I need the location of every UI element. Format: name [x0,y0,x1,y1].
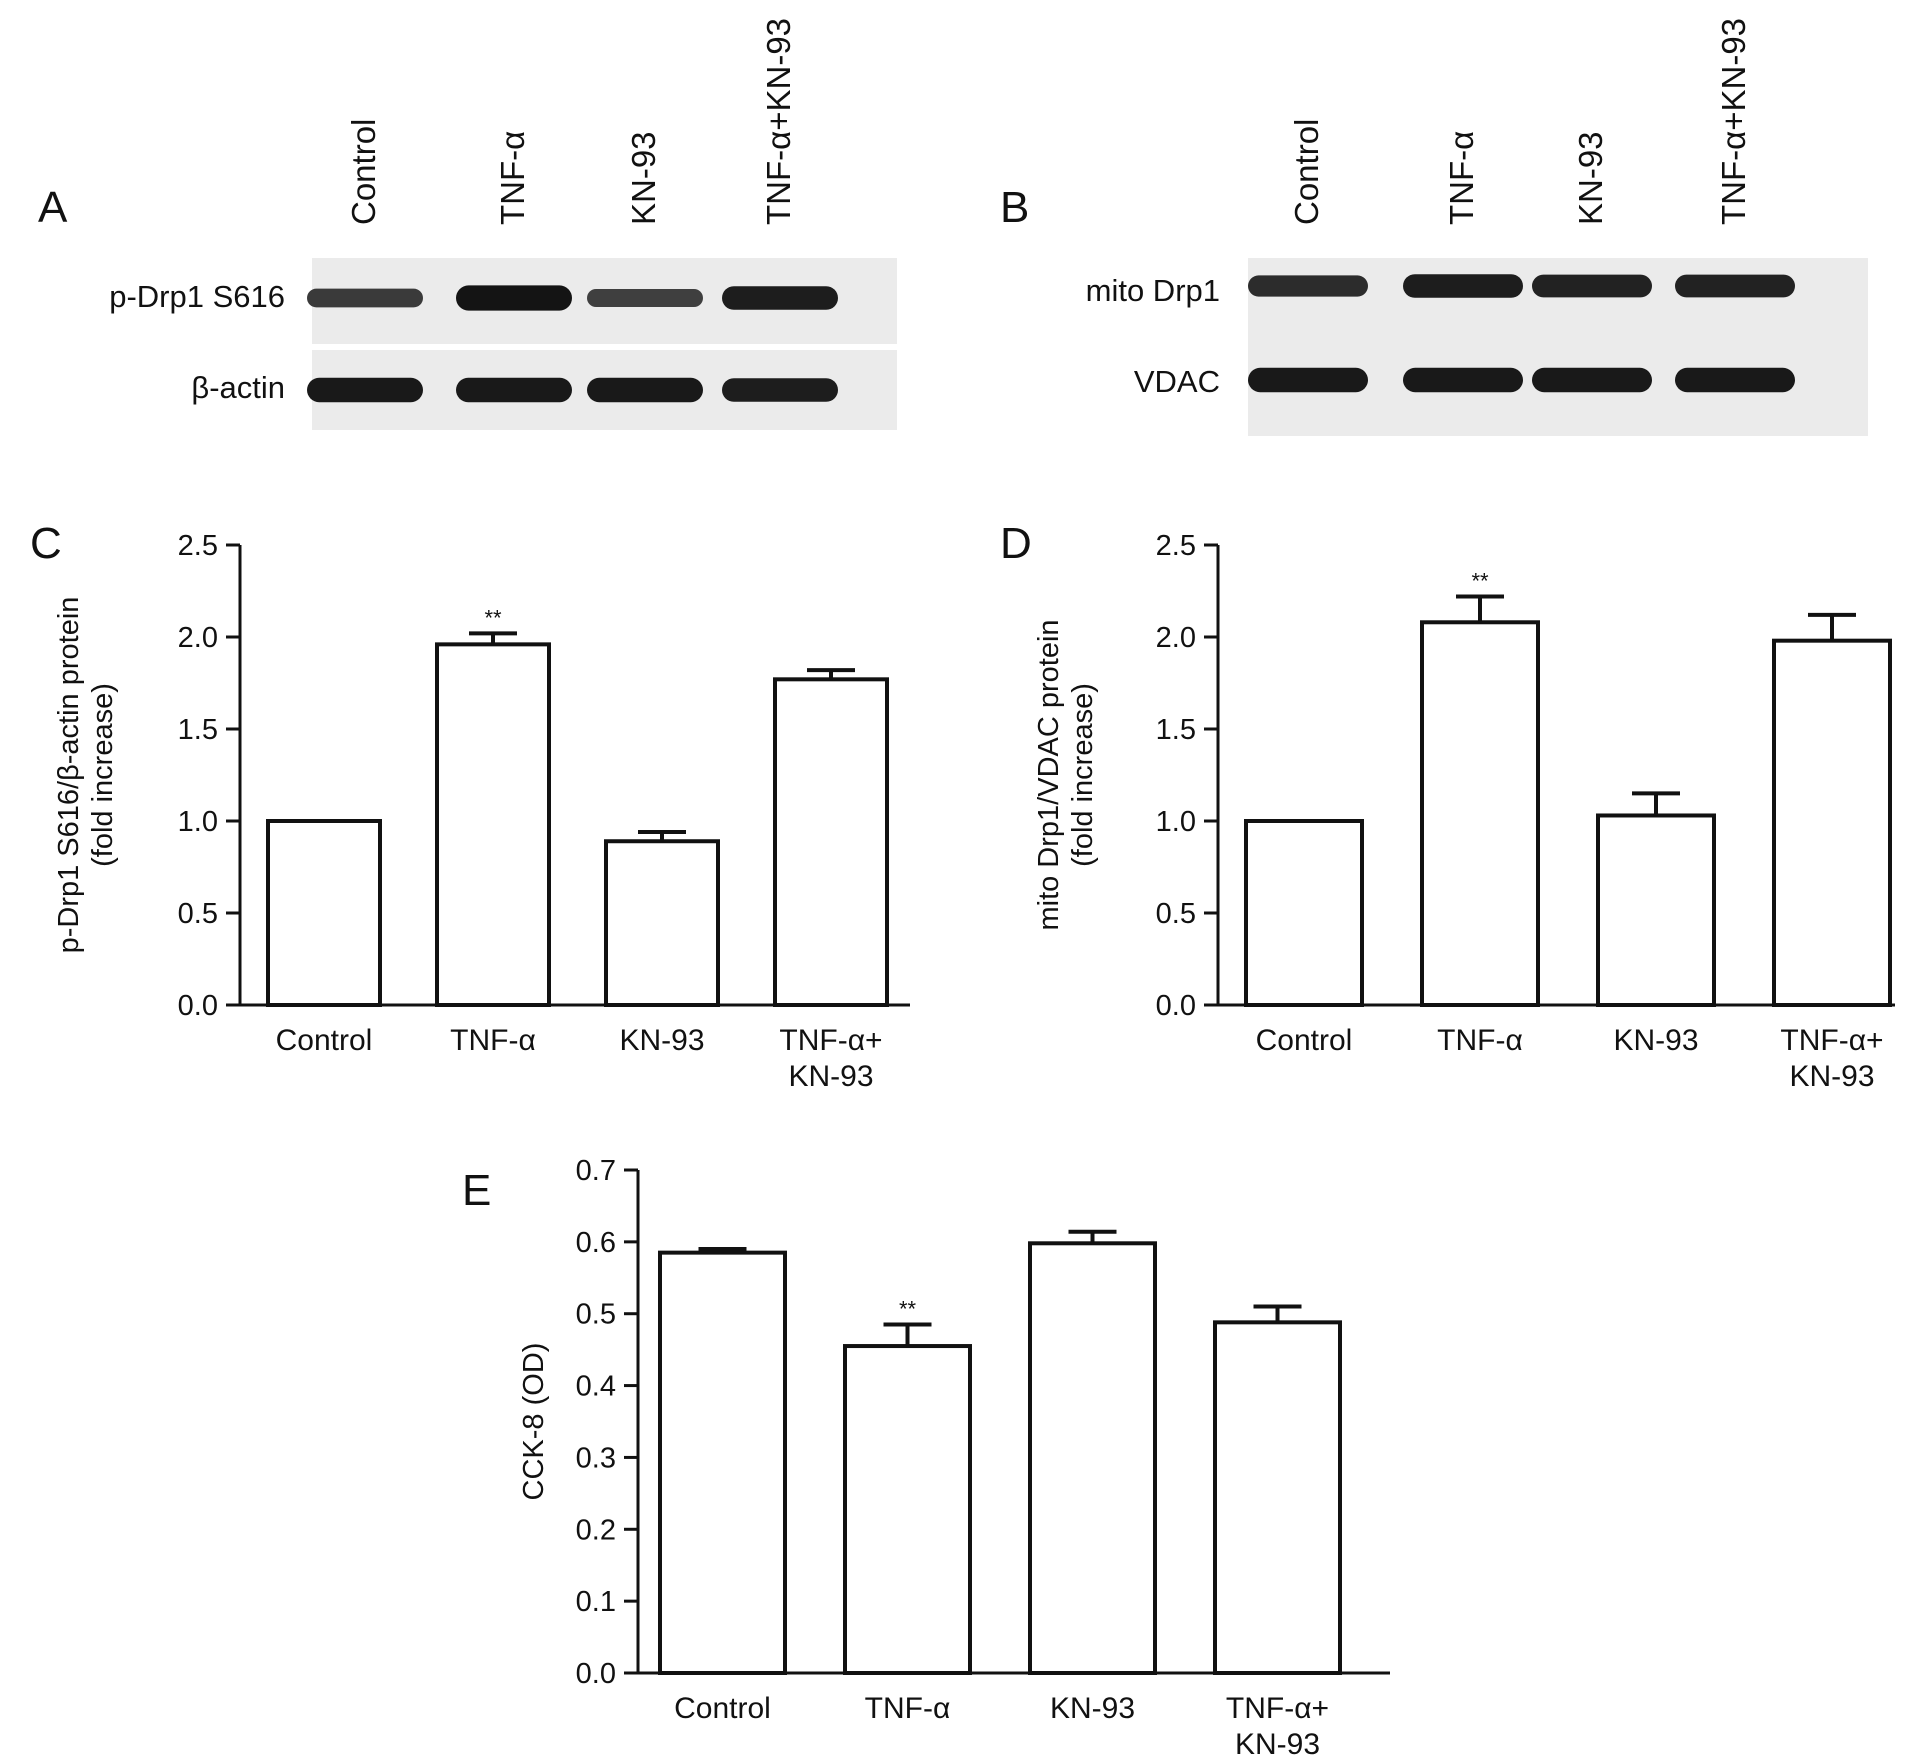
bar-chart-e: E 0.0 0.1 0.2 0.3 0.4 0.5 0.6 0.7 CCK-8 (OD) Contr… [462,1155,1390,1761]
y-tick-label: 2.5 [1156,530,1196,562]
blot-band [587,289,703,307]
bar [1213,1320,1342,1676]
blot-band [1248,367,1368,393]
y-tick-label: 2.0 [1156,622,1196,654]
x-tick-label: KN-93 [1789,1060,1874,1093]
lane-label: TNF-α [494,131,531,225]
y-tick-label: 0.4 [576,1371,616,1403]
y-tick-label: 2.0 [178,622,218,654]
y-tick-label: 0.5 [178,898,218,930]
blot-band [587,377,703,403]
y-tick-label: 0.2 [576,1514,616,1546]
y-tick-label: 0.0 [576,1658,616,1690]
y-tick-label: 0.5 [1156,898,1196,930]
x-tick-label: TNF-α+ [1780,1024,1883,1057]
bar [1596,813,1716,1007]
x-tick-label: TNF-α [450,1024,536,1057]
x-tick-label: KN-93 [619,1024,704,1057]
band-label: mito Drp1 [1086,273,1220,308]
y-tick-label: 1.0 [178,806,218,838]
lane-label: TNF-α [1443,131,1480,225]
band-label: β-actin [191,370,285,405]
bar [1772,638,1892,1007]
significance-marker: ** [1471,569,1489,594]
x-tick-label: Control [1256,1024,1353,1057]
x-tick-label: KN-93 [788,1060,873,1093]
blot-band [1675,274,1795,298]
bar [773,677,889,1007]
bar-chart-c: C 0.0 0.5 1.0 1.5 2.0 2.5 p-Drp1 S616/β-actin p… [30,519,910,1093]
blot-panel-b: B Control TNF-α KN-93 TNF-α+KN-93 mito Drp1 VD… [1000,18,1868,436]
blot-panel-a: A Control TNF-α KN-93 TNF-α+KN-93 p-Drp1 S616… [38,18,897,430]
panel-letter-d: D [1000,519,1032,568]
y-tick-label: 0.0 [178,990,218,1022]
lane-label: Control [1288,119,1325,225]
blot-band [307,377,423,403]
blot-band [307,288,423,308]
lane-label: TNF-α+KN-93 [760,18,797,225]
y-axis-title: p-Drp1 S616/β-actin protein [53,597,85,954]
bar [1028,1241,1157,1676]
bar [1244,819,1364,1007]
lane-label: KN-93 [1572,131,1609,225]
band-label: VDAC [1134,364,1220,399]
y-axis-title: (fold increase) [1067,683,1099,867]
x-tick-label: TNF-α [1437,1024,1523,1057]
blot-band [1403,274,1523,298]
panel-letter-c: C [30,519,62,568]
y-axis-title: (fold increase) [87,683,119,867]
panel-letter-b: B [1000,183,1029,232]
bar-chart-d: D 0.0 0.5 1.0 1.5 2.0 2.5 mito Drp1/VDAC protei… [1000,519,1895,1093]
x-tick-label: Control [674,1692,771,1725]
y-tick-label: 0.1 [576,1586,616,1618]
lane-label: KN-93 [625,131,662,225]
bar [266,819,382,1007]
blot-band [1532,274,1652,298]
significance-marker: ** [484,605,502,630]
band-label: p-Drp1 S616 [109,279,285,314]
panel-letter-a: A [38,183,68,232]
x-tick-label: TNF-α+ [1226,1692,1329,1725]
bar [1420,620,1540,1008]
bar [843,1344,972,1676]
blot-band [456,285,572,311]
y-axis-title: mito Drp1/VDAC protein [1033,619,1065,930]
y-tick-label: 0.6 [576,1227,616,1259]
y-tick-label: 1.0 [1156,806,1196,838]
blot-band [1675,367,1795,393]
y-tick-label: 0.7 [576,1155,616,1187]
panel-letter-e: E [462,1166,491,1215]
y-tick-label: 0.5 [576,1299,616,1331]
y-tick-label: 1.5 [1156,714,1196,746]
y-tick-label: 0.0 [1156,990,1196,1022]
bar [604,839,720,1007]
x-tick-label: KN-93 [1235,1728,1320,1761]
blot-band [722,378,838,402]
x-tick-label: TNF-α [865,1692,951,1725]
bar [658,1250,787,1676]
blot-band [1248,275,1368,297]
x-tick-label: KN-93 [1613,1024,1698,1057]
blot-band [722,286,838,310]
x-tick-label: KN-93 [1050,1692,1135,1725]
blot-band [1532,367,1652,393]
blot-band [1403,367,1523,393]
x-tick-label: TNF-α+ [779,1024,882,1057]
x-tick-label: Control [276,1024,373,1057]
y-tick-label: 1.5 [178,714,218,746]
bar [435,642,551,1007]
significance-marker: ** [899,1296,917,1321]
y-axis-title: CCK-8 (OD) [518,1343,550,1501]
lane-label: TNF-α+KN-93 [1715,18,1752,225]
y-tick-label: 2.5 [178,530,218,562]
blot-band [456,377,572,403]
y-tick-label: 0.3 [576,1442,616,1474]
lane-label: Control [345,119,382,225]
